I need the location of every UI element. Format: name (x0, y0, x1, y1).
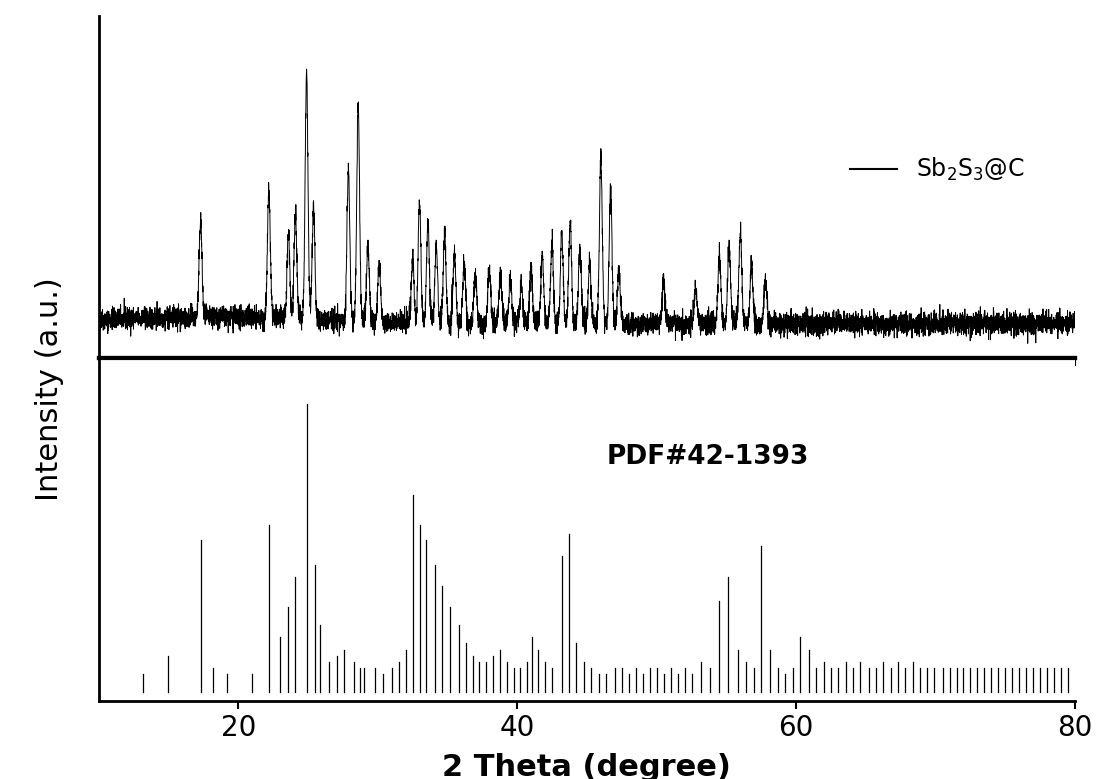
Text: Intensity (a.u.): Intensity (a.u.) (35, 277, 64, 502)
X-axis label: 2 Theta (degree): 2 Theta (degree) (442, 753, 732, 779)
Text: PDF#42-1393: PDF#42-1393 (607, 444, 808, 470)
Legend: Sb$_2$S$_3$@C: Sb$_2$S$_3$@C (840, 146, 1034, 193)
